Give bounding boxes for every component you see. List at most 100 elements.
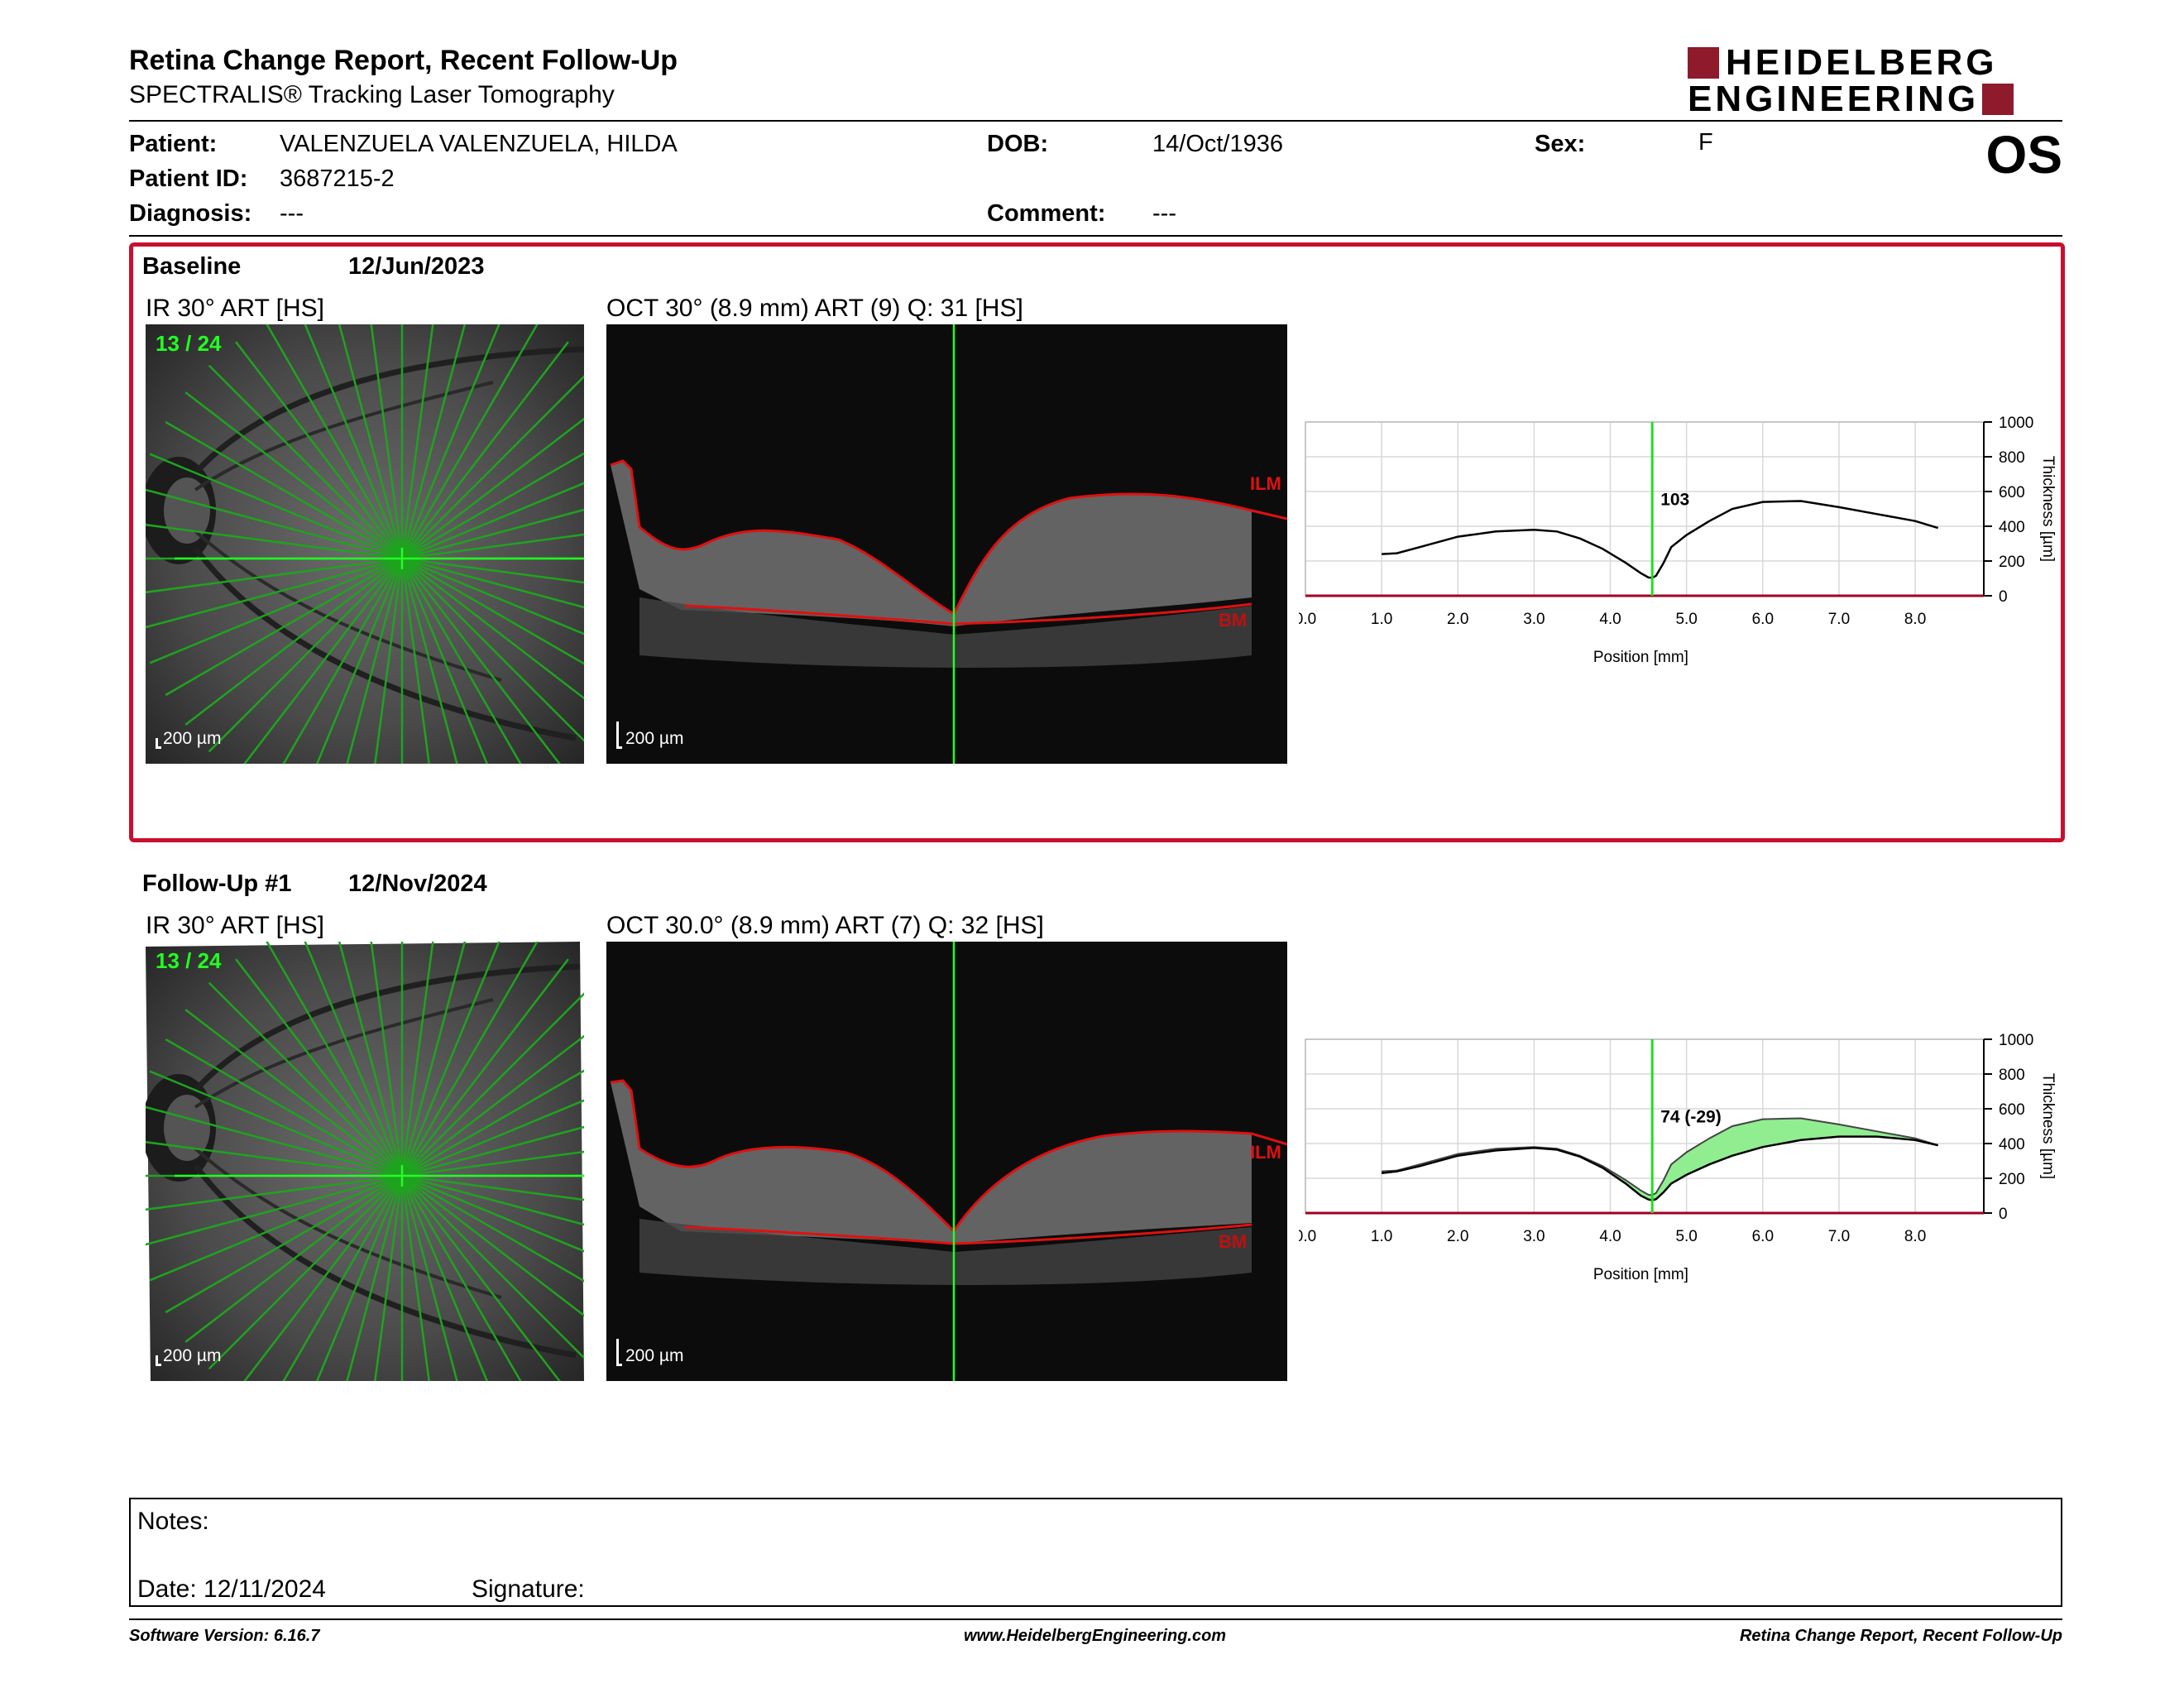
comment-value: --- bbox=[1152, 200, 1176, 227]
x-tick-label: 1.0 bbox=[1371, 611, 1392, 628]
y-tick-label: 0 bbox=[1999, 1206, 2008, 1223]
y-tick-label: 1000 bbox=[1999, 1032, 2033, 1049]
logo-square-left bbox=[1688, 47, 1719, 79]
x-tick-label: 5.0 bbox=[1675, 611, 1697, 628]
x-tick-label: 8.0 bbox=[1904, 1228, 1926, 1245]
logo-line1: HEIDELBERG bbox=[1726, 42, 1998, 83]
y-tick-label: 400 bbox=[1999, 1136, 2025, 1153]
baseline-oct-graphic: ILM BM bbox=[606, 324, 1287, 764]
baseline-oct-scalebar: 200 µm bbox=[616, 722, 683, 749]
baseline-oct-image[interactable]: ILM BM 200 µm bbox=[606, 324, 1287, 764]
followup-thickness-chart: 0.0 1.0 2.0 3.0 4.0 5.0 6.0 7.0 8.0 0 200 400 600 800… bbox=[1299, 1032, 2057, 1283]
x-tick-label: 1.0 bbox=[1371, 1228, 1392, 1245]
x-tick-label: 6.0 bbox=[1752, 611, 1774, 628]
followup-fundus-graphic bbox=[146, 942, 584, 1381]
signature-label: Signature: bbox=[472, 1575, 585, 1603]
report-title: Retina Change Report, Recent Follow-Up bbox=[129, 45, 678, 76]
notes-box[interactable]: Notes: Date: 12/11/2024 Signature: bbox=[129, 1498, 2062, 1607]
baseline-fundus-graphic bbox=[146, 324, 584, 764]
baseline-oct-label: OCT 30° (8.9 mm) ART (9) Q: 31 [HS] bbox=[606, 295, 1023, 322]
chart-frame bbox=[1305, 1038, 1985, 1214]
dob-value: 14/Oct/1936 bbox=[1152, 131, 1283, 157]
header-divider bbox=[129, 120, 2062, 122]
followup-oct-graphic: ILM BM bbox=[606, 942, 1287, 1381]
logo-square-right bbox=[1982, 84, 2014, 115]
y-tick-label: 600 bbox=[1999, 1101, 2025, 1119]
followup-oct-scale-text: 200 µm bbox=[625, 1346, 684, 1365]
y-tick-label: 800 bbox=[1999, 1067, 2025, 1084]
followup-scan-index: 13 / 24 bbox=[156, 948, 222, 973]
x-axis-label: Position [mm] bbox=[1593, 649, 1688, 666]
footer-divider bbox=[129, 1618, 2062, 1620]
logo-line2: ENGINEERING bbox=[1688, 79, 1980, 119]
x-axis-label: Position [mm] bbox=[1593, 1266, 1688, 1283]
dob-label: DOB: bbox=[987, 131, 1049, 157]
x-tick-label: 2.0 bbox=[1447, 1228, 1468, 1245]
baseline-ir-scalebar: 200 µm bbox=[156, 729, 221, 749]
followup-oct-scalebar: 200 µm bbox=[616, 1339, 683, 1366]
y-tick-label: 200 bbox=[1999, 554, 2025, 571]
y-tick-label: 400 bbox=[1999, 519, 2025, 536]
y-tick-label: 0 bbox=[1999, 588, 2008, 606]
diagnosis-value: --- bbox=[280, 200, 304, 227]
x-tick-label: 6.0 bbox=[1752, 1228, 1774, 1245]
chart-frame bbox=[1305, 421, 1985, 597]
followup-ir-label: IR 30° ART [HS] bbox=[146, 912, 324, 939]
notes-label: Notes: bbox=[137, 1508, 209, 1535]
patient-divider bbox=[129, 235, 2062, 237]
baseline-ir-scale-text: 200 µm bbox=[163, 729, 222, 748]
footer-software-version: Software Version: 6.16.7 bbox=[129, 1627, 320, 1645]
followup-ir-image[interactable]: 13 / 24 200 µm bbox=[146, 942, 584, 1381]
patient-id-label: Patient ID: bbox=[129, 165, 248, 192]
baseline-thickness-chart: 0.0 1.0 2.0 3.0 4.0 5.0 6.0 7.0 8.0 0 200 400 600 800… bbox=[1299, 415, 2057, 666]
sex-label: Sex: bbox=[1535, 131, 1586, 157]
x-tick-label: 3.0 bbox=[1523, 611, 1545, 628]
baseline-scan-index: 13 / 24 bbox=[156, 331, 222, 356]
followup-label: Follow-Up #1 bbox=[142, 870, 292, 897]
thickness-series-line bbox=[1382, 500, 1939, 579]
baseline-date: 12/Jun/2023 bbox=[348, 253, 485, 280]
x-tick-label: 2.0 bbox=[1447, 611, 1468, 628]
y-tick-label: 200 bbox=[1999, 1171, 2025, 1188]
x-tick-label: 3.0 bbox=[1523, 1228, 1545, 1245]
eye-indicator: OS bbox=[1985, 125, 2062, 185]
cursor-value-label: 103 bbox=[1660, 490, 1689, 509]
x-tick-label: 8.0 bbox=[1904, 611, 1926, 628]
x-tick-label: 7.0 bbox=[1828, 1228, 1850, 1245]
followup-ir-scale-text: 200 µm bbox=[163, 1346, 222, 1365]
footer-website: www.HeidelbergEngineering.com bbox=[964, 1627, 1227, 1645]
baseline-ir-label: IR 30° ART [HS] bbox=[146, 295, 324, 322]
x-tick-label: 0.0 bbox=[1299, 1228, 1316, 1245]
followup-date: 12/Nov/2024 bbox=[348, 870, 487, 897]
notes-date: Date: 12/11/2024 bbox=[137, 1575, 326, 1603]
x-tick-label: 0.0 bbox=[1299, 611, 1316, 628]
baseline-label: Baseline bbox=[142, 253, 242, 280]
x-tick-label: 4.0 bbox=[1599, 1228, 1621, 1245]
change-area bbox=[1382, 1118, 1938, 1201]
footer-report-name: Retina Change Report, Recent Follow-Up bbox=[1739, 1627, 2062, 1645]
followup-bm-label: BM bbox=[1219, 1231, 1247, 1252]
patient-name: VALENZUELA VALENZUELA, HILDA bbox=[280, 131, 678, 157]
x-tick-label: 4.0 bbox=[1599, 611, 1621, 628]
comment-label: Comment: bbox=[987, 200, 1106, 227]
y-tick-label: 600 bbox=[1999, 484, 2025, 501]
y-axis-label: Thickness [µm] bbox=[2039, 1073, 2057, 1179]
followup-ilm-label: ILM bbox=[1250, 1142, 1281, 1163]
baseline-oct-scale-text: 200 µm bbox=[625, 729, 684, 748]
patient-id: 3687215-2 bbox=[280, 165, 395, 192]
sex-value: F bbox=[1698, 129, 1713, 156]
y-tick-label: 800 bbox=[1999, 449, 2025, 467]
cursor-value-label: 74 (-29) bbox=[1660, 1107, 1722, 1126]
followup-oct-label: OCT 30.0° (8.9 mm) ART (7) Q: 32 [HS] bbox=[606, 912, 1044, 939]
y-tick-label: 1000 bbox=[1999, 415, 2033, 432]
baseline-ir-image[interactable]: 13 / 24 200 µm bbox=[146, 324, 584, 764]
followup-oct-image[interactable]: ILM BM 200 µm bbox=[606, 942, 1287, 1381]
x-tick-label: 5.0 bbox=[1675, 1228, 1697, 1245]
baseline-ilm-label: ILM bbox=[1250, 473, 1281, 494]
baseline-bm-label: BM bbox=[1219, 610, 1247, 631]
report-subtitle: SPECTRALIS® Tracking Laser Tomography bbox=[129, 81, 615, 108]
followup-ir-scalebar: 200 µm bbox=[156, 1346, 221, 1366]
baseline-section bbox=[129, 242, 2065, 842]
x-tick-label: 7.0 bbox=[1828, 611, 1850, 628]
patient-label: Patient: bbox=[129, 131, 218, 157]
